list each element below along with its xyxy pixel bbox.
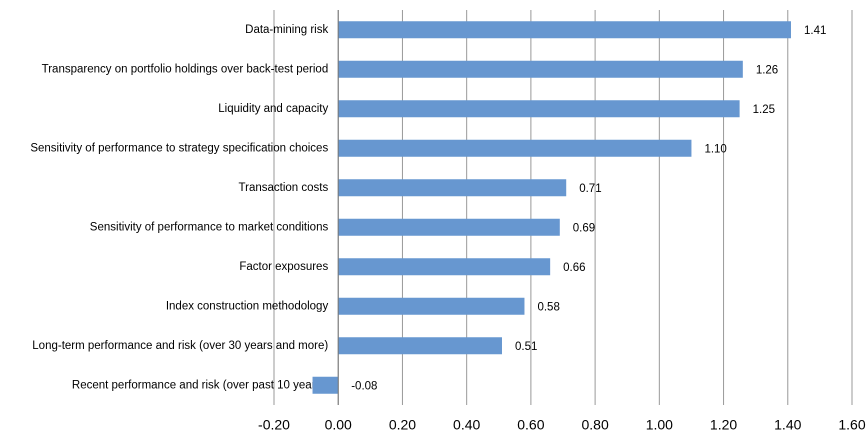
x-tick-label: 1.20	[710, 417, 737, 433]
category-label: Sensitivity of performance to strategy s…	[30, 142, 328, 154]
category-label: Transparency on portfolio holdings over …	[42, 63, 329, 75]
bar	[338, 21, 791, 39]
bar	[338, 297, 525, 315]
data-label: 1.25	[753, 104, 775, 116]
data-label: 0.71	[579, 183, 601, 195]
data-label: 1.26	[756, 64, 778, 76]
x-tick-label: 0.00	[325, 417, 352, 433]
data-label: 0.69	[573, 222, 595, 234]
bar	[338, 100, 740, 118]
category-label: Long-term performance and risk (over 30 …	[32, 340, 328, 352]
x-tick-label: -0.20	[258, 417, 290, 433]
category-label: Sensitivity of performance to market con…	[90, 221, 329, 233]
data-label: 1.10	[704, 143, 726, 155]
bar	[338, 337, 502, 355]
category-label: Recent performance and risk (over past 1…	[72, 379, 328, 391]
x-tick-label: 0.60	[517, 417, 544, 433]
data-label: 0.58	[537, 301, 559, 313]
bar	[338, 218, 560, 236]
bar	[312, 376, 339, 394]
x-tick-label: 1.40	[774, 417, 801, 433]
x-tick-label: 1.60	[838, 417, 865, 433]
bar	[338, 179, 567, 197]
x-tick-label: 0.20	[389, 417, 416, 433]
category-label: Liquidity and capacity	[218, 103, 328, 115]
bar	[338, 139, 692, 157]
x-tick-label: 0.80	[581, 417, 608, 433]
data-label: 0.66	[563, 262, 585, 274]
x-tick-label: 1.00	[646, 417, 673, 433]
category-label: Transaction costs	[239, 182, 329, 194]
category-label: Data-mining risk	[245, 24, 328, 36]
category-label: Index construction methodology	[166, 300, 329, 312]
x-tick-label: 0.40	[453, 417, 480, 433]
data-label: -0.08	[351, 380, 377, 392]
category-label: Factor exposures	[239, 261, 328, 273]
bar	[338, 258, 551, 276]
data-label: 1.41	[804, 25, 826, 37]
bar	[338, 60, 743, 78]
data-label: 0.51	[515, 341, 537, 353]
